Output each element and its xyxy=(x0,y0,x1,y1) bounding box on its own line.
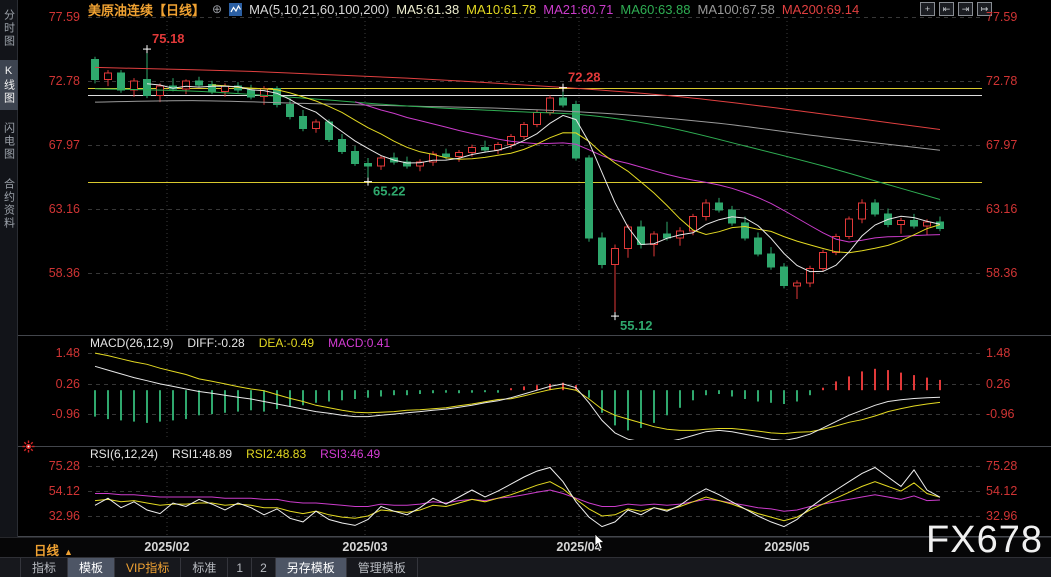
sidebar-item-contract-info[interactable]: 合约资料 xyxy=(2,178,15,230)
period-arrow-icon: ▲ xyxy=(64,547,73,557)
macd-dea-value: DEA:-0.49 xyxy=(258,336,315,350)
macd-formula: MACD(26,12,9) xyxy=(90,336,174,350)
macd-chart[interactable] xyxy=(88,348,982,440)
axis-label: 67.97 xyxy=(986,138,1018,152)
rsi-formula: RSI(6,12,24) xyxy=(90,447,159,461)
axis-label: 1.48 xyxy=(986,346,1011,360)
ma-formula-label: MA(5,10,21,60,100,200) xyxy=(249,1,390,17)
date-label: 2025/03 xyxy=(342,540,388,554)
tab-templates[interactable]: 模板 xyxy=(68,558,116,577)
stretch-bars-icon[interactable]: ⇥ xyxy=(958,2,973,16)
axis-label: 77.59 xyxy=(48,10,80,24)
axis-label: 72.78 xyxy=(48,74,80,88)
axis-label: 63.16 xyxy=(986,202,1018,216)
candlestick-chart[interactable]: 75.18 72.28 65.22 55.12 xyxy=(88,17,982,333)
axis-label: 0.26 xyxy=(55,377,80,391)
ma5-value: MA5:61.38 xyxy=(396,1,460,17)
period-selector[interactable]: 日线 ▲ xyxy=(34,544,73,558)
axis-label: -0.96 xyxy=(51,407,81,421)
rsi2-value: RSI2:48.83 xyxy=(246,447,307,461)
panel-divider[interactable] xyxy=(18,335,1051,336)
tab-standard[interactable]: 标准 xyxy=(181,558,229,577)
sidebar-item-kline-chart[interactable]: K线图 xyxy=(0,60,18,110)
chart-toolbar: + ⇤ ⇥ ↦ xyxy=(916,2,992,16)
bottom-tab-bar: 指标 模板 VIP指标 标准 1 2 另存模板 管理模板 xyxy=(0,557,1051,577)
svg-text:75.18: 75.18 xyxy=(152,31,185,46)
tab-template-1[interactable]: 1 xyxy=(228,558,253,577)
shrink-bars-icon[interactable]: ⇤ xyxy=(939,2,954,16)
symbol-title: 美原油连续【日线】 xyxy=(88,2,206,18)
tab-vip-indicators[interactable]: VIP指标 xyxy=(115,558,182,577)
ma200-value: MA200:69.14 xyxy=(781,1,860,17)
axis-label: 32.96 xyxy=(986,509,1018,523)
right-price-axis: 77.59 72.78 67.97 63.16 58.36 1.48 0.26 -0.96 75… xyxy=(984,0,1051,537)
chart-header: 美原油连续【日线】 ⊕ MA(5,10,21,60,100,200) MA5:6… xyxy=(88,0,918,18)
rsi3-value: RSI3:46.49 xyxy=(320,447,381,461)
macd-diff-value: DIFF:-0.28 xyxy=(187,336,245,350)
tab-template-2[interactable]: 2 xyxy=(252,558,276,577)
goto-latest-icon[interactable]: ↦ xyxy=(977,2,992,16)
axis-label: -0.96 xyxy=(986,407,1015,421)
left-price-axis: 77.59 72.78 67.97 63.16 58.36 1.48 0.26 -0.96 75… xyxy=(18,0,88,537)
ma21-value: MA21:60.71 xyxy=(543,1,614,17)
tab-save-template[interactable]: 另存模板 xyxy=(275,558,347,577)
date-label: 2025/02 xyxy=(144,540,190,554)
axis-label: 54.12 xyxy=(48,484,80,498)
axis-label: 58.36 xyxy=(48,266,80,280)
svg-text:65.22: 65.22 xyxy=(373,184,406,199)
axis-label: 0.26 xyxy=(986,377,1011,391)
fx678-watermark: FX678 xyxy=(926,519,1043,561)
date-label: 2025/05 xyxy=(764,540,810,554)
mouse-cursor xyxy=(594,533,606,556)
move-icon[interactable]: + xyxy=(920,2,935,16)
macd-header: MACD(26,12,9) DIFF:-0.28 DEA:-0.49 MACD:… xyxy=(90,336,390,350)
ma10-value: MA10:61.78 xyxy=(466,1,537,17)
indicator-settings-icon[interactable] xyxy=(22,440,35,458)
ma60-value: MA60:63.88 xyxy=(620,1,691,17)
panel-divider[interactable] xyxy=(18,446,1051,447)
axis-label: 77.59 xyxy=(986,10,1018,24)
axis-label: 75.28 xyxy=(48,459,80,473)
link-icon[interactable]: ⊕ xyxy=(212,2,223,16)
svg-text:55.12: 55.12 xyxy=(620,318,653,333)
chart-type-sidebar: 分时图 K线图 闪电图 合约资料 xyxy=(0,0,18,577)
axis-label: 1.48 xyxy=(55,346,80,360)
time-axis-row: 日线 ▲ 2025/02 2025/03 2025/04 2025/05 xyxy=(0,537,1051,558)
axis-label: 72.78 xyxy=(986,74,1018,88)
axis-label: 32.96 xyxy=(48,509,80,523)
tab-manage-templates[interactable]: 管理模板 xyxy=(347,558,418,577)
date-label: 2025/04 xyxy=(556,540,602,554)
axis-label: 75.28 xyxy=(986,459,1018,473)
macd-macd-value: MACD:0.41 xyxy=(328,336,391,350)
tab-indicators[interactable]: 指标 xyxy=(20,558,69,577)
rsi1-value: RSI1:48.89 xyxy=(172,447,233,461)
ma100-value: MA100:67.58 xyxy=(697,1,775,17)
svg-text:72.28: 72.28 xyxy=(568,70,601,85)
axis-label: 54.12 xyxy=(986,484,1018,498)
rsi-chart[interactable] xyxy=(88,462,982,535)
rsi-header: RSI(6,12,24) RSI1:48.89 RSI2:48.83 RSI3:… xyxy=(90,447,380,461)
sidebar-item-time-chart[interactable]: 分时图 xyxy=(2,9,15,48)
kline-chart-icon[interactable] xyxy=(229,2,243,16)
axis-label: 58.36 xyxy=(986,266,1018,280)
axis-label: 63.16 xyxy=(48,202,80,216)
panel-divider xyxy=(18,536,1051,537)
sidebar-item-lightning-chart[interactable]: 闪电图 xyxy=(2,122,15,161)
axis-label: 67.97 xyxy=(48,138,80,152)
